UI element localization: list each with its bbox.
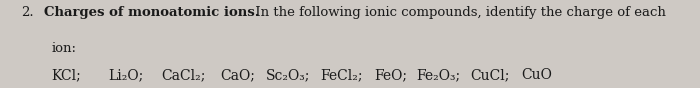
Text: Li₂O;: Li₂O; — [108, 68, 144, 82]
Text: 2.: 2. — [21, 6, 34, 19]
Text: Fe₂O₃;: Fe₂O₃; — [416, 68, 461, 82]
Text: CuCl;: CuCl; — [470, 68, 510, 82]
Text: FeO;: FeO; — [374, 68, 407, 82]
Text: ion:: ion: — [51, 42, 76, 55]
Text: FeCl₂;: FeCl₂; — [321, 68, 363, 82]
Text: CaCl₂;: CaCl₂; — [161, 68, 205, 82]
Text: Sc₂O₃;: Sc₂O₃; — [266, 68, 310, 82]
Text: KCl;: KCl; — [51, 68, 80, 82]
Text: CaO;: CaO; — [220, 68, 256, 82]
Text: Charges of monoatomic ions.: Charges of monoatomic ions. — [44, 6, 260, 19]
Text: CuO: CuO — [522, 68, 552, 82]
Text: In the following ionic compounds, identify the charge of each: In the following ionic compounds, identi… — [251, 6, 666, 19]
